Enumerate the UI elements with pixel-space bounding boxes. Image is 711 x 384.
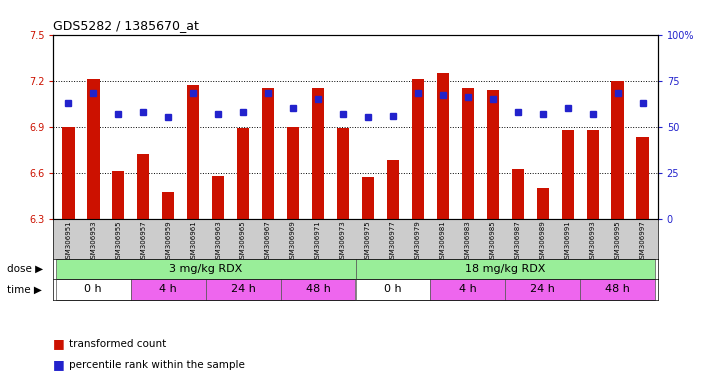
Text: GSM306959: GSM306959 <box>165 220 171 263</box>
Bar <box>387 160 399 218</box>
Text: GSM306979: GSM306979 <box>415 220 421 263</box>
Bar <box>56 279 131 300</box>
Text: GSM306977: GSM306977 <box>390 220 396 263</box>
Text: percentile rank within the sample: percentile rank within the sample <box>69 360 245 370</box>
Text: GSM306965: GSM306965 <box>240 220 246 263</box>
Text: 4 h: 4 h <box>459 285 477 295</box>
Text: 3 mg/kg RDX: 3 mg/kg RDX <box>169 264 242 274</box>
Text: GSM306993: GSM306993 <box>589 220 596 263</box>
Bar <box>486 90 499 218</box>
Text: time ▶: time ▶ <box>7 285 42 295</box>
Text: 48 h: 48 h <box>306 285 331 295</box>
Text: GSM306983: GSM306983 <box>465 220 471 263</box>
Bar <box>162 192 174 218</box>
Text: GSM306997: GSM306997 <box>640 220 646 263</box>
Text: GSM306951: GSM306951 <box>65 220 71 263</box>
Bar <box>87 79 100 218</box>
Text: 18 mg/kg RDX: 18 mg/kg RDX <box>465 264 545 274</box>
Text: GSM306973: GSM306973 <box>340 220 346 263</box>
Text: transformed count: transformed count <box>69 339 166 349</box>
Bar <box>412 79 424 218</box>
Text: GSM306971: GSM306971 <box>315 220 321 263</box>
Text: 0 h: 0 h <box>85 285 102 295</box>
Bar <box>537 188 549 218</box>
Text: GSM306991: GSM306991 <box>565 220 571 263</box>
Bar <box>512 169 524 218</box>
Text: GSM306975: GSM306975 <box>365 220 371 263</box>
Bar <box>131 279 205 300</box>
Bar <box>205 279 281 300</box>
Text: GSM306985: GSM306985 <box>490 220 496 263</box>
Text: ■: ■ <box>53 337 65 350</box>
Text: GSM306967: GSM306967 <box>265 220 271 263</box>
Bar <box>287 127 299 218</box>
Bar <box>430 279 506 300</box>
Text: GSM306961: GSM306961 <box>190 220 196 263</box>
Text: ■: ■ <box>53 358 65 371</box>
Text: 48 h: 48 h <box>605 285 630 295</box>
Bar <box>587 130 599 218</box>
Text: GDS5282 / 1385670_at: GDS5282 / 1385670_at <box>53 19 199 32</box>
Bar <box>506 279 580 300</box>
Text: GSM306995: GSM306995 <box>615 220 621 263</box>
Bar <box>636 137 649 218</box>
Bar <box>362 177 374 218</box>
Bar <box>187 85 199 218</box>
Text: GSM306963: GSM306963 <box>215 220 221 263</box>
Bar <box>62 127 75 218</box>
Text: 24 h: 24 h <box>530 285 555 295</box>
Text: GSM306953: GSM306953 <box>90 220 96 263</box>
Text: GSM306957: GSM306957 <box>140 220 146 263</box>
Bar <box>281 279 356 300</box>
Bar <box>437 73 449 218</box>
Bar <box>112 171 124 218</box>
Text: GSM306969: GSM306969 <box>290 220 296 263</box>
Bar <box>580 279 655 300</box>
Text: 4 h: 4 h <box>159 285 177 295</box>
Text: dose ▶: dose ▶ <box>7 264 43 274</box>
Bar <box>312 88 324 218</box>
Text: 24 h: 24 h <box>230 285 255 295</box>
Text: GSM306981: GSM306981 <box>440 220 446 263</box>
Bar <box>237 128 250 218</box>
Bar <box>262 88 274 218</box>
Bar <box>212 175 225 218</box>
Text: GSM306989: GSM306989 <box>540 220 546 263</box>
Bar <box>137 154 149 218</box>
Text: GSM306955: GSM306955 <box>115 220 122 263</box>
Bar <box>461 88 474 218</box>
Bar <box>356 259 655 279</box>
Text: 0 h: 0 h <box>384 285 402 295</box>
Bar <box>611 81 624 218</box>
Bar <box>562 130 574 218</box>
Text: GSM306987: GSM306987 <box>515 220 521 263</box>
Bar <box>356 279 430 300</box>
Bar <box>337 128 349 218</box>
Bar <box>56 259 356 279</box>
